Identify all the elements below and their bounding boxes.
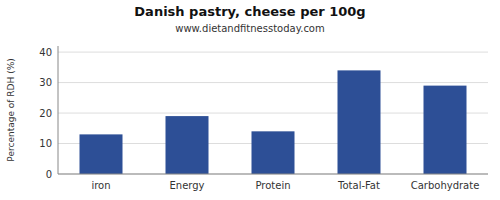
subtitle: www.dietandfitnesstoday.com bbox=[175, 23, 324, 34]
chart-container: Danish pastry, cheese per 100g www.dietan… bbox=[0, 0, 500, 200]
y-tick-label: 40 bbox=[39, 47, 52, 58]
title: Danish pastry, cheese per 100g bbox=[134, 4, 365, 19]
grid-line bbox=[58, 82, 488, 83]
y-tick-label: 20 bbox=[39, 108, 52, 119]
bar bbox=[80, 134, 123, 174]
y-tick-label: 30 bbox=[39, 77, 52, 88]
x-tick-label: Total-Fat bbox=[337, 180, 380, 191]
bar bbox=[166, 116, 209, 174]
x-ticks: iron Energy Protein Total-Fat Carbohydrate bbox=[91, 180, 479, 191]
grid-line bbox=[58, 174, 488, 175]
bars bbox=[80, 70, 467, 174]
y-ticks: 0 10 20 30 40 bbox=[39, 47, 52, 180]
x-tick-label: Protein bbox=[255, 180, 290, 191]
x-tick-label: Energy bbox=[169, 180, 204, 191]
y-tick-label: 0 bbox=[46, 169, 52, 180]
x-tick-label: Carbohydrate bbox=[411, 180, 480, 191]
bar bbox=[424, 86, 467, 174]
x-tick-label: iron bbox=[91, 180, 110, 191]
grid-line bbox=[58, 52, 488, 53]
y-axis-line bbox=[58, 46, 59, 174]
bar bbox=[252, 131, 295, 174]
y-grid bbox=[58, 52, 488, 174]
y-tick-label: 10 bbox=[39, 138, 52, 149]
chart-svg: Danish pastry, cheese per 100g www.dietan… bbox=[0, 0, 500, 200]
y-axis-label: Percentage of RDH (%) bbox=[6, 58, 16, 161]
x-axis-line bbox=[58, 174, 488, 175]
bar bbox=[338, 70, 381, 174]
